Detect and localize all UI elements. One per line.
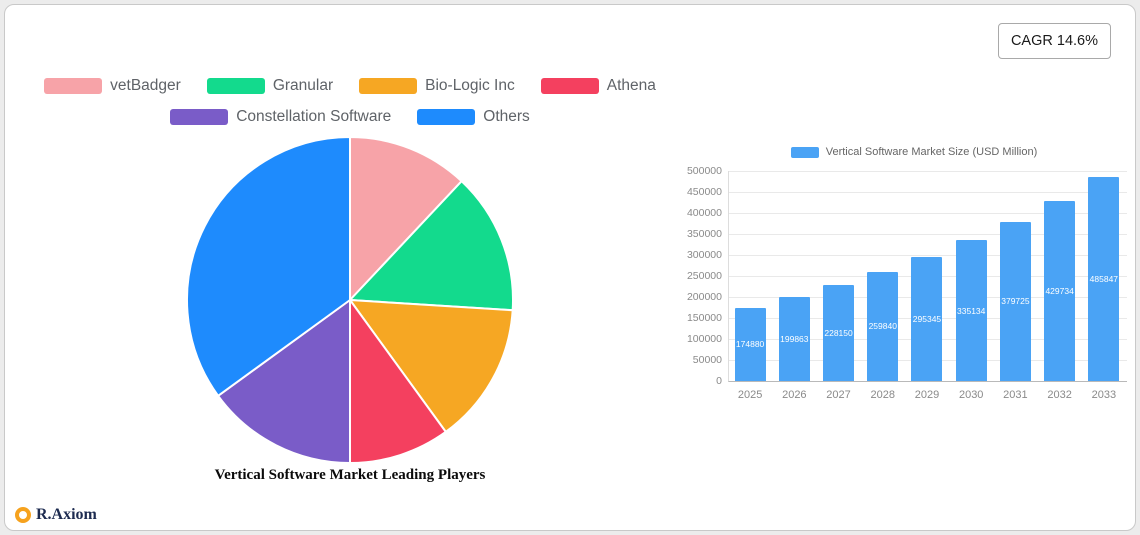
x-axis-label-2032: 2032 bbox=[1047, 389, 1072, 401]
bar-value-label: 429734 bbox=[1045, 285, 1074, 296]
pie-slice-constellation-software bbox=[217, 299, 351, 464]
y-axis-label: 300000 bbox=[686, 249, 722, 261]
bar-legend-item[interactable]: Vertical Software Market Size (USD Milli… bbox=[691, 145, 1137, 159]
bar-value-label: 379725 bbox=[1001, 296, 1030, 307]
pie-legend-swatch-others bbox=[417, 109, 476, 125]
pie-legend-label: vetBadger bbox=[110, 77, 181, 94]
x-axis-label-2031: 2031 bbox=[1003, 389, 1028, 401]
brand-logo: R.Axiom bbox=[15, 506, 97, 524]
bar-value-label: 485847 bbox=[1089, 273, 1119, 284]
x-axis-label-2033: 2033 bbox=[1091, 389, 1117, 401]
x-axis-label-2025: 2025 bbox=[737, 389, 763, 401]
bar-2032: 429734 bbox=[1044, 200, 1076, 381]
report-card: CAGR 14.6% vetBadger Granular Bio-Logic In… bbox=[4, 4, 1136, 531]
brand-name: R.Axiom bbox=[36, 506, 97, 523]
pie-legend-swatch-athena bbox=[540, 78, 599, 94]
bar-value-label: 174880 bbox=[735, 339, 765, 350]
y-axis: 0 50000 100000 150000 200000 250000 300000 3500… bbox=[687, 165, 722, 387]
bar-legend-swatch bbox=[790, 146, 819, 158]
bar-band-2032: 429734 bbox=[1038, 200, 1082, 381]
gridline bbox=[729, 234, 1127, 235]
x-axis-label-2030: 2030 bbox=[958, 389, 984, 401]
y-axis-label: 500000 bbox=[686, 165, 722, 177]
y-axis-label: 200000 bbox=[686, 291, 722, 303]
y-axis-label: 250000 bbox=[686, 270, 722, 282]
pie-legend-label: Athena bbox=[606, 77, 656, 94]
pie-legend-row-2: Constellation Software Others bbox=[50, 108, 650, 126]
bar-2026: 199863 bbox=[778, 297, 810, 381]
bar-band-2029: 295345 bbox=[905, 257, 949, 381]
pie-legend-item-vetbadger[interactable]: vetBadger bbox=[44, 77, 181, 95]
bar-2028: 259840 bbox=[867, 271, 899, 381]
pie-legend-label: Others bbox=[483, 108, 530, 125]
brand-ring-icon bbox=[15, 507, 31, 523]
x-axis-label-2026: 2026 bbox=[782, 389, 807, 401]
bar-legend-label: Vertical Software Market Size (USD Milli… bbox=[825, 146, 1038, 158]
x-axis-label-2028: 2028 bbox=[870, 389, 895, 401]
y-axis-label: 0 bbox=[716, 375, 722, 387]
bar-value-label: 259840 bbox=[868, 321, 897, 332]
pie-slice-athena bbox=[349, 299, 447, 464]
bar-value-label: 199863 bbox=[780, 334, 809, 345]
pie-legend-row-1: vetBadger Granular Bio-Logic Inc Athena bbox=[44, 77, 656, 95]
pie-legend-swatch-vetbadger bbox=[44, 78, 103, 94]
bar-plot: 0 50000 100000 150000 200000 250000 300000 3500… bbox=[687, 165, 1137, 431]
bar-2025: 174880 bbox=[734, 307, 766, 381]
pie-chart bbox=[186, 136, 515, 464]
bar-band-2031: 379725 bbox=[993, 221, 1037, 381]
pie-slice-granular bbox=[349, 180, 515, 312]
bar-2027: 228150 bbox=[823, 285, 855, 381]
pie-legend-label: Constellation Software bbox=[236, 108, 392, 125]
y-axis-label: 400000 bbox=[686, 207, 722, 219]
pie-legend-swatch-granular bbox=[206, 78, 265, 94]
bar-band-2027: 228150 bbox=[816, 285, 860, 381]
bar-band-2025: 174880 bbox=[728, 307, 772, 381]
bar-2030: 335134 bbox=[955, 240, 987, 381]
bar-2031: 379725 bbox=[999, 221, 1031, 381]
x-axis: 2025 2026 2027 2028 2029 2030 2031 2032 2033 bbox=[728, 389, 1126, 401]
bar-series: 174880 199863 228150 259840 295345 335134 3797… bbox=[728, 171, 1126, 381]
bar-band-2026: 199863 bbox=[772, 297, 816, 381]
bar-band-2030: 335134 bbox=[949, 240, 993, 381]
pie-legend-item-athena[interactable]: Athena bbox=[540, 77, 656, 95]
pie-legend-label: Bio-Logic Inc bbox=[425, 77, 515, 94]
gridline bbox=[729, 171, 1127, 172]
y-axis-label: 50000 bbox=[692, 354, 722, 366]
y-axis-label: 350000 bbox=[686, 228, 722, 240]
pie-legend-swatch-bio-logic-inc bbox=[359, 78, 418, 94]
y-axis-label: 100000 bbox=[686, 333, 722, 345]
bar-chart: Vertical Software Market Size (USD Milli… bbox=[687, 145, 1137, 435]
pie-slice-others bbox=[186, 136, 351, 397]
bar-band-2033: 485847 bbox=[1082, 176, 1126, 381]
pie-legend-item-granular[interactable]: Granular bbox=[206, 77, 334, 95]
bar-2033: 485847 bbox=[1088, 176, 1120, 381]
bar-2029: 295345 bbox=[911, 257, 943, 381]
pie-legend: vetBadger Granular Bio-Logic Inc Athena Cons… bbox=[44, 77, 656, 139]
pie-title: Vertical Software Market Leading Players bbox=[214, 467, 486, 483]
gridline bbox=[729, 255, 1127, 256]
y-axis-label: 450000 bbox=[686, 186, 722, 198]
pie-legend-swatch-constellation-software bbox=[170, 109, 229, 125]
gridline bbox=[729, 192, 1127, 193]
pie-legend-label: Granular bbox=[272, 77, 334, 94]
y-axis-label: 150000 bbox=[686, 312, 722, 324]
x-axis-label-2027: 2027 bbox=[826, 389, 851, 401]
cagr-badge: CAGR 14.6% bbox=[997, 23, 1111, 59]
bar-value-label: 295345 bbox=[912, 314, 942, 324]
bar-value-label: 335134 bbox=[957, 305, 986, 316]
pie-legend-item-others[interactable]: Others bbox=[417, 108, 530, 126]
gridline bbox=[729, 213, 1127, 214]
x-axis-label-2029: 2029 bbox=[914, 389, 940, 401]
pie-slice-bio-logic-inc bbox=[349, 299, 514, 433]
pie-slice-vetbadger bbox=[349, 136, 463, 301]
pie-legend-item-constellation-software[interactable]: Constellation Software bbox=[170, 108, 391, 126]
bar-band-2028: 259840 bbox=[861, 271, 905, 381]
pie-legend-item-bio-logic-inc[interactable]: Bio-Logic Inc bbox=[359, 77, 515, 95]
bar-value-label: 228150 bbox=[824, 328, 853, 339]
